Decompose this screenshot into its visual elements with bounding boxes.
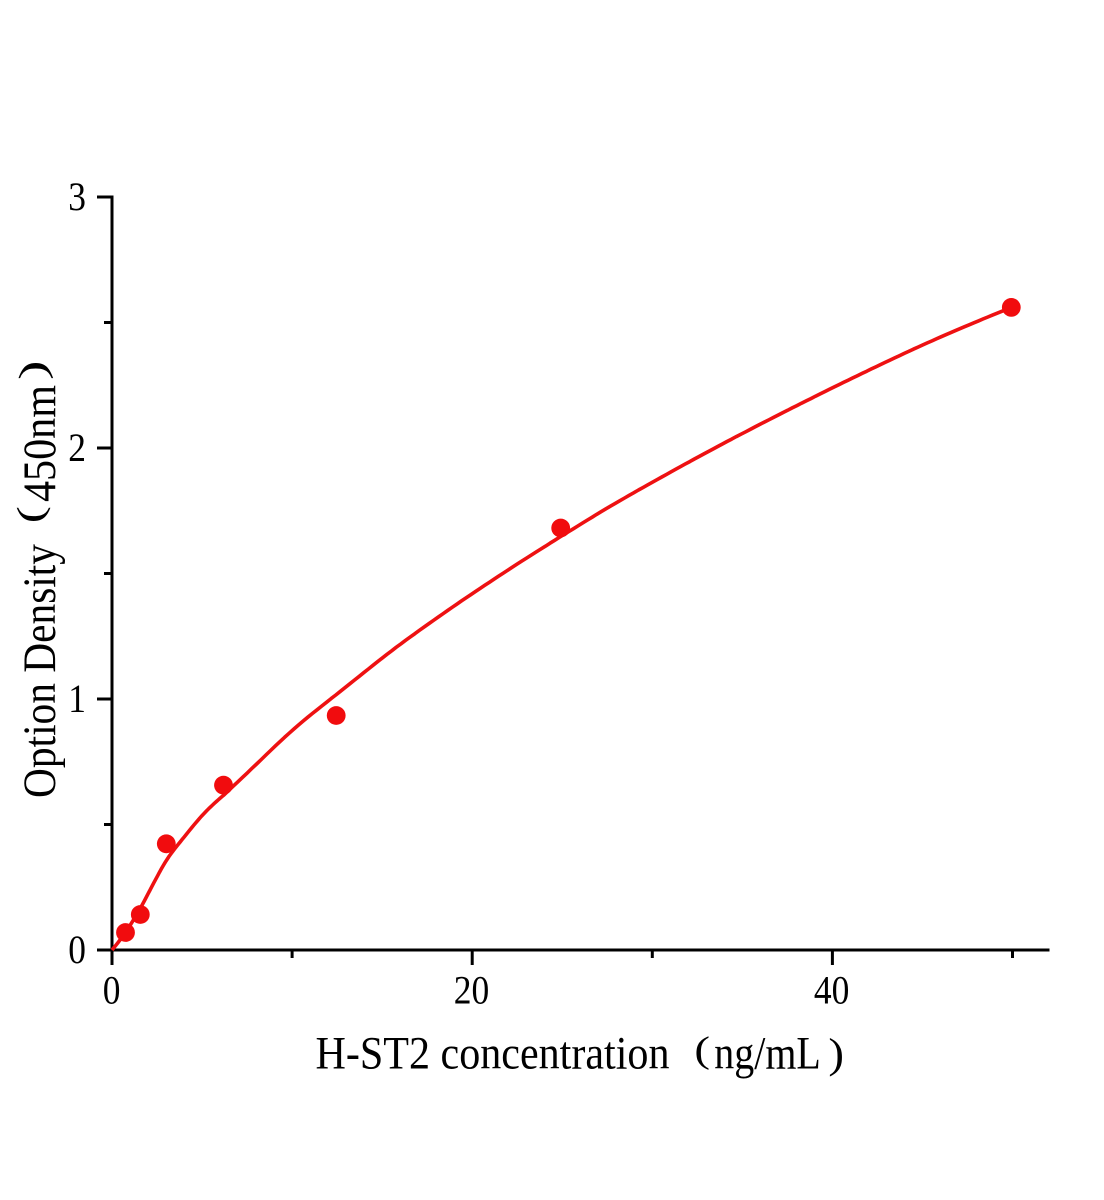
svg-text:3: 3 (68, 174, 86, 219)
svg-text:20: 20 (454, 968, 490, 1013)
svg-text:Option Density: Option Density (14, 544, 66, 798)
svg-text:): ) (828, 1030, 844, 1077)
svg-text:450nm: 450nm (14, 385, 66, 502)
svg-text:): ) (11, 360, 54, 380)
svg-text:H-ST2 concentration: H-ST2 concentration (316, 1028, 670, 1080)
svg-text:40: 40 (814, 968, 850, 1013)
svg-text:1: 1 (68, 676, 86, 721)
svg-text:2: 2 (68, 425, 86, 470)
svg-text:(: ( (10, 506, 51, 523)
svg-text:0: 0 (68, 927, 86, 972)
svg-text:(: ( (694, 1031, 710, 1071)
svg-text:ng/mL: ng/mL (714, 1028, 821, 1080)
svg-text:0: 0 (103, 968, 121, 1013)
